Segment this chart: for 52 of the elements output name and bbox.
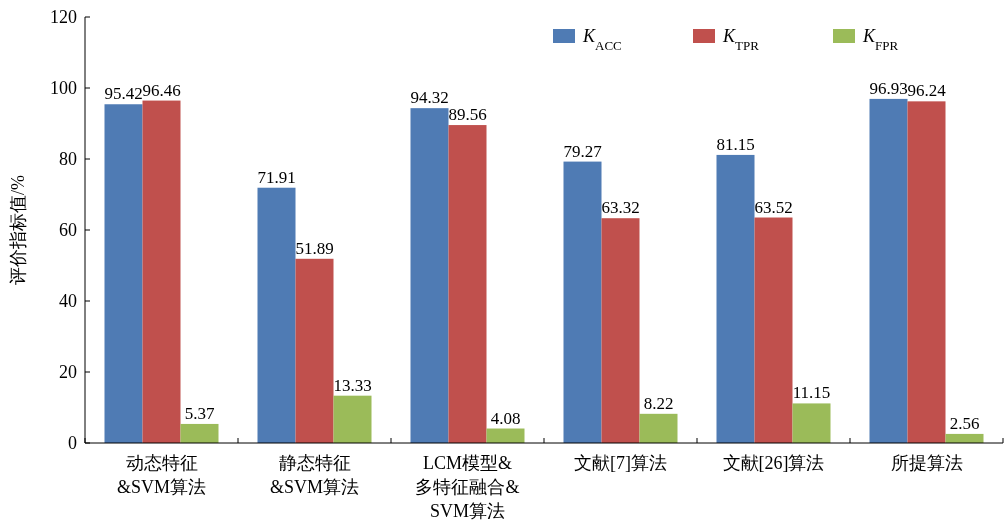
data-label: 81.15 <box>716 134 755 154</box>
bar <box>754 217 793 443</box>
data-label: 5.37 <box>184 403 215 423</box>
y-tick-label: 120 <box>50 7 77 27</box>
y-tick-label: 20 <box>59 362 77 382</box>
x-tick-label: 所提算法 <box>890 453 963 473</box>
x-tick-label: LCM模型& 多特征融合& SVM算法 <box>415 453 520 521</box>
bar <box>180 423 219 443</box>
bar <box>563 161 602 443</box>
data-label: 79.27 <box>563 141 603 161</box>
data-label: 96.93 <box>869 78 908 98</box>
bar <box>104 104 143 443</box>
data-label: 13.33 <box>333 375 372 395</box>
data-label: 94.32 <box>410 88 449 108</box>
bar <box>257 187 296 443</box>
bar <box>448 125 487 443</box>
bar <box>295 258 334 443</box>
legend-label: K$_{TPR}$ <box>722 26 760 53</box>
y-tick-label: 60 <box>59 220 77 240</box>
bar <box>333 395 372 443</box>
data-label: 63.52 <box>754 197 793 217</box>
bar <box>486 428 525 443</box>
data-label: 8.22 <box>643 393 674 413</box>
data-label: 2.56 <box>949 413 980 433</box>
data-label: 71.91 <box>257 167 296 187</box>
y-tick-label: 0 <box>68 433 77 453</box>
bar <box>869 98 908 443</box>
x-tick-label: 文献[7]算法 <box>574 453 667 473</box>
y-axis-title: 评价指标值/% <box>8 175 28 285</box>
bar <box>907 101 946 443</box>
bar <box>792 403 831 443</box>
data-label: 4.08 <box>490 408 521 428</box>
data-label: 11.15 <box>792 383 831 403</box>
x-tick-label: 动态特征 &SVM算法 <box>116 453 207 497</box>
bar <box>716 154 755 443</box>
y-tick-label: 80 <box>59 149 77 169</box>
data-label: 96.24 <box>907 81 947 101</box>
legend-label: K$_{ACC}$ <box>582 26 622 53</box>
x-tick-label: 文献[26]算法 <box>722 453 825 473</box>
data-label: 63.32 <box>601 198 640 218</box>
bar <box>601 218 640 443</box>
legend-label: K$_{FPR}$ <box>862 26 899 53</box>
data-label: 51.89 <box>295 238 334 258</box>
x-tick-label: 静态特征 &SVM算法 <box>269 453 360 497</box>
bar <box>639 413 678 443</box>
data-label: 89.56 <box>448 105 487 125</box>
y-tick-label: 40 <box>59 291 77 311</box>
data-label: 96.46 <box>142 80 181 100</box>
bar <box>142 100 181 443</box>
y-tick-label: 100 <box>50 78 77 98</box>
data-label: 95.42 <box>104 84 143 104</box>
bar <box>410 108 449 443</box>
